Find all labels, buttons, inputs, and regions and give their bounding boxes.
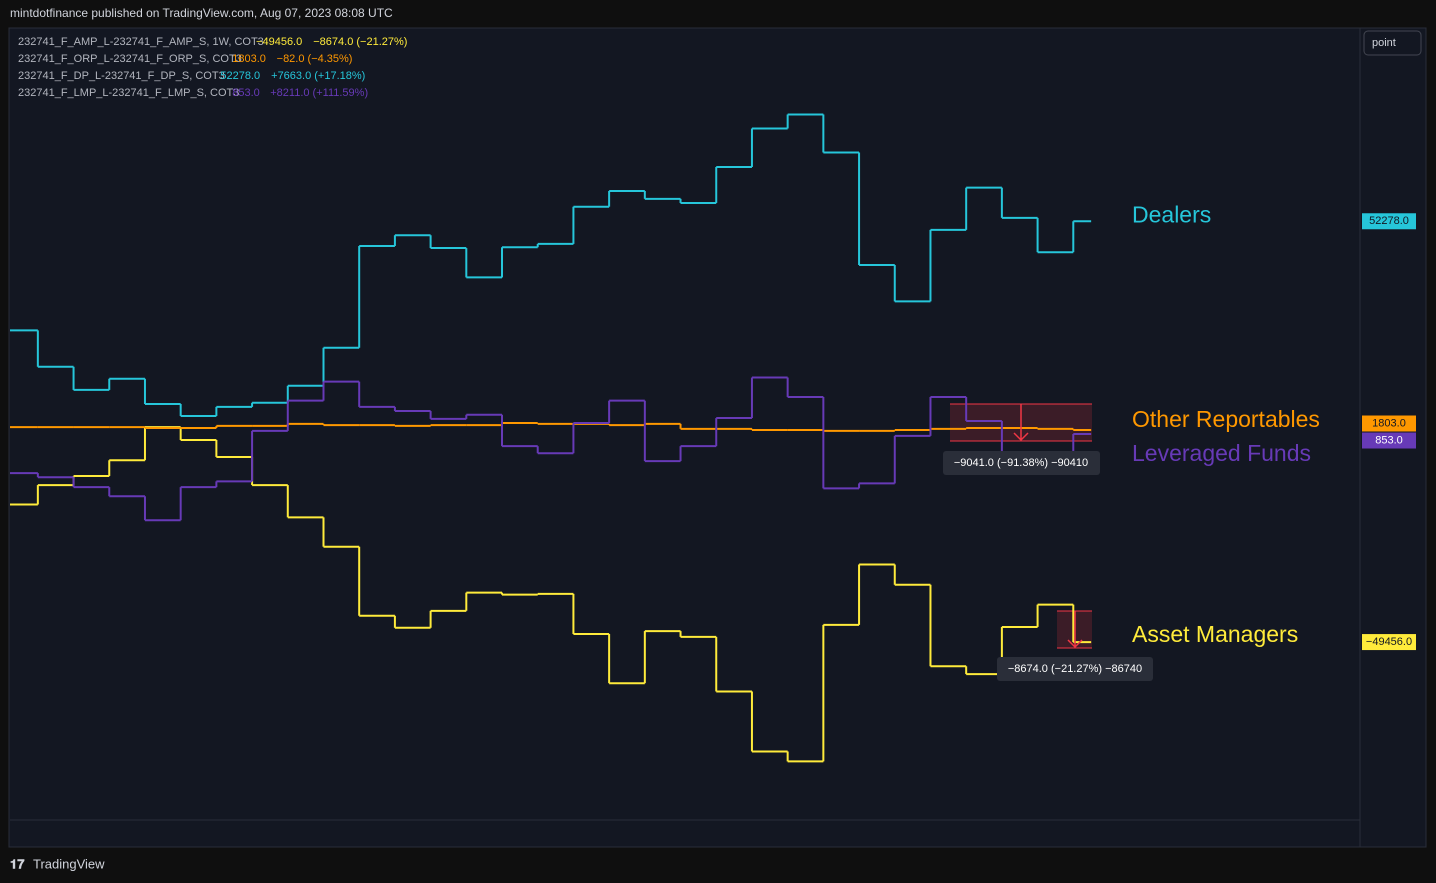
legend-value: 1803.0 (232, 53, 266, 65)
point-button-label[interactable]: point (1372, 37, 1396, 49)
legend-change: −82.0 (−4.35%) (277, 53, 353, 65)
legend-value: −49456.0 (256, 36, 302, 48)
legend-change: +8211.0 (+111.59%) (270, 87, 368, 99)
measure-label: −9041.0 (−91.38%) −90410 (954, 457, 1088, 469)
price-tag (1362, 432, 1416, 449)
series-lines (10, 113, 1092, 763)
legend-value: 853.0 (232, 87, 260, 99)
overlay: 232741_F_AMP_L-232741_F_AMP_S, 1W, COT3−… (18, 36, 1416, 651)
footer-brand: TradingView (33, 856, 105, 871)
publish-info: mintdotfinance published on TradingView.… (10, 6, 393, 20)
footer-logo: 𝟏𝟕 (10, 856, 25, 871)
price-tag-label: 853.0 (1375, 434, 1403, 446)
price-tag (1362, 213, 1416, 230)
legend-name: 232741_F_LMP_L-232741_F_LMP_S, COT3 (18, 87, 239, 99)
measure-label-bg (943, 451, 1100, 475)
series-label: Dealers (1132, 201, 1211, 227)
legend-name: 232741_F_AMP_L-232741_F_AMP_S, 1W, COT3 (18, 36, 264, 48)
measure-arrows (1013, 404, 1083, 649)
measure-label: −8674.0 (−21.27%) −86740 (1008, 663, 1142, 675)
legend-value: 52278.0 (220, 70, 260, 82)
price-tag-label: 1803.0 (1372, 417, 1406, 429)
measure-label-bg (997, 657, 1153, 681)
series-label: Leveraged Funds (1132, 440, 1311, 466)
point-button[interactable] (1363, 30, 1422, 56)
price-tag (1362, 415, 1416, 432)
price-tag (1362, 634, 1416, 651)
chart-panel (8, 27, 1427, 848)
legend-name: 232741_F_ORP_L-232741_F_ORP_S, COT3 (18, 53, 242, 65)
legend-name: 232741_F_DP_L-232741_F_DP_S, COT3 (18, 70, 225, 82)
series-label: Asset Managers (1132, 621, 1298, 647)
price-tag-label: −49456.0 (1366, 636, 1412, 648)
price-tag-label: 52278.0 (1369, 215, 1409, 227)
series-label: Other Reportables (1132, 406, 1320, 432)
legend-change: −8674.0 (−21.27%) (313, 36, 407, 48)
legend-change: +7663.0 (+17.18%) (271, 70, 365, 82)
